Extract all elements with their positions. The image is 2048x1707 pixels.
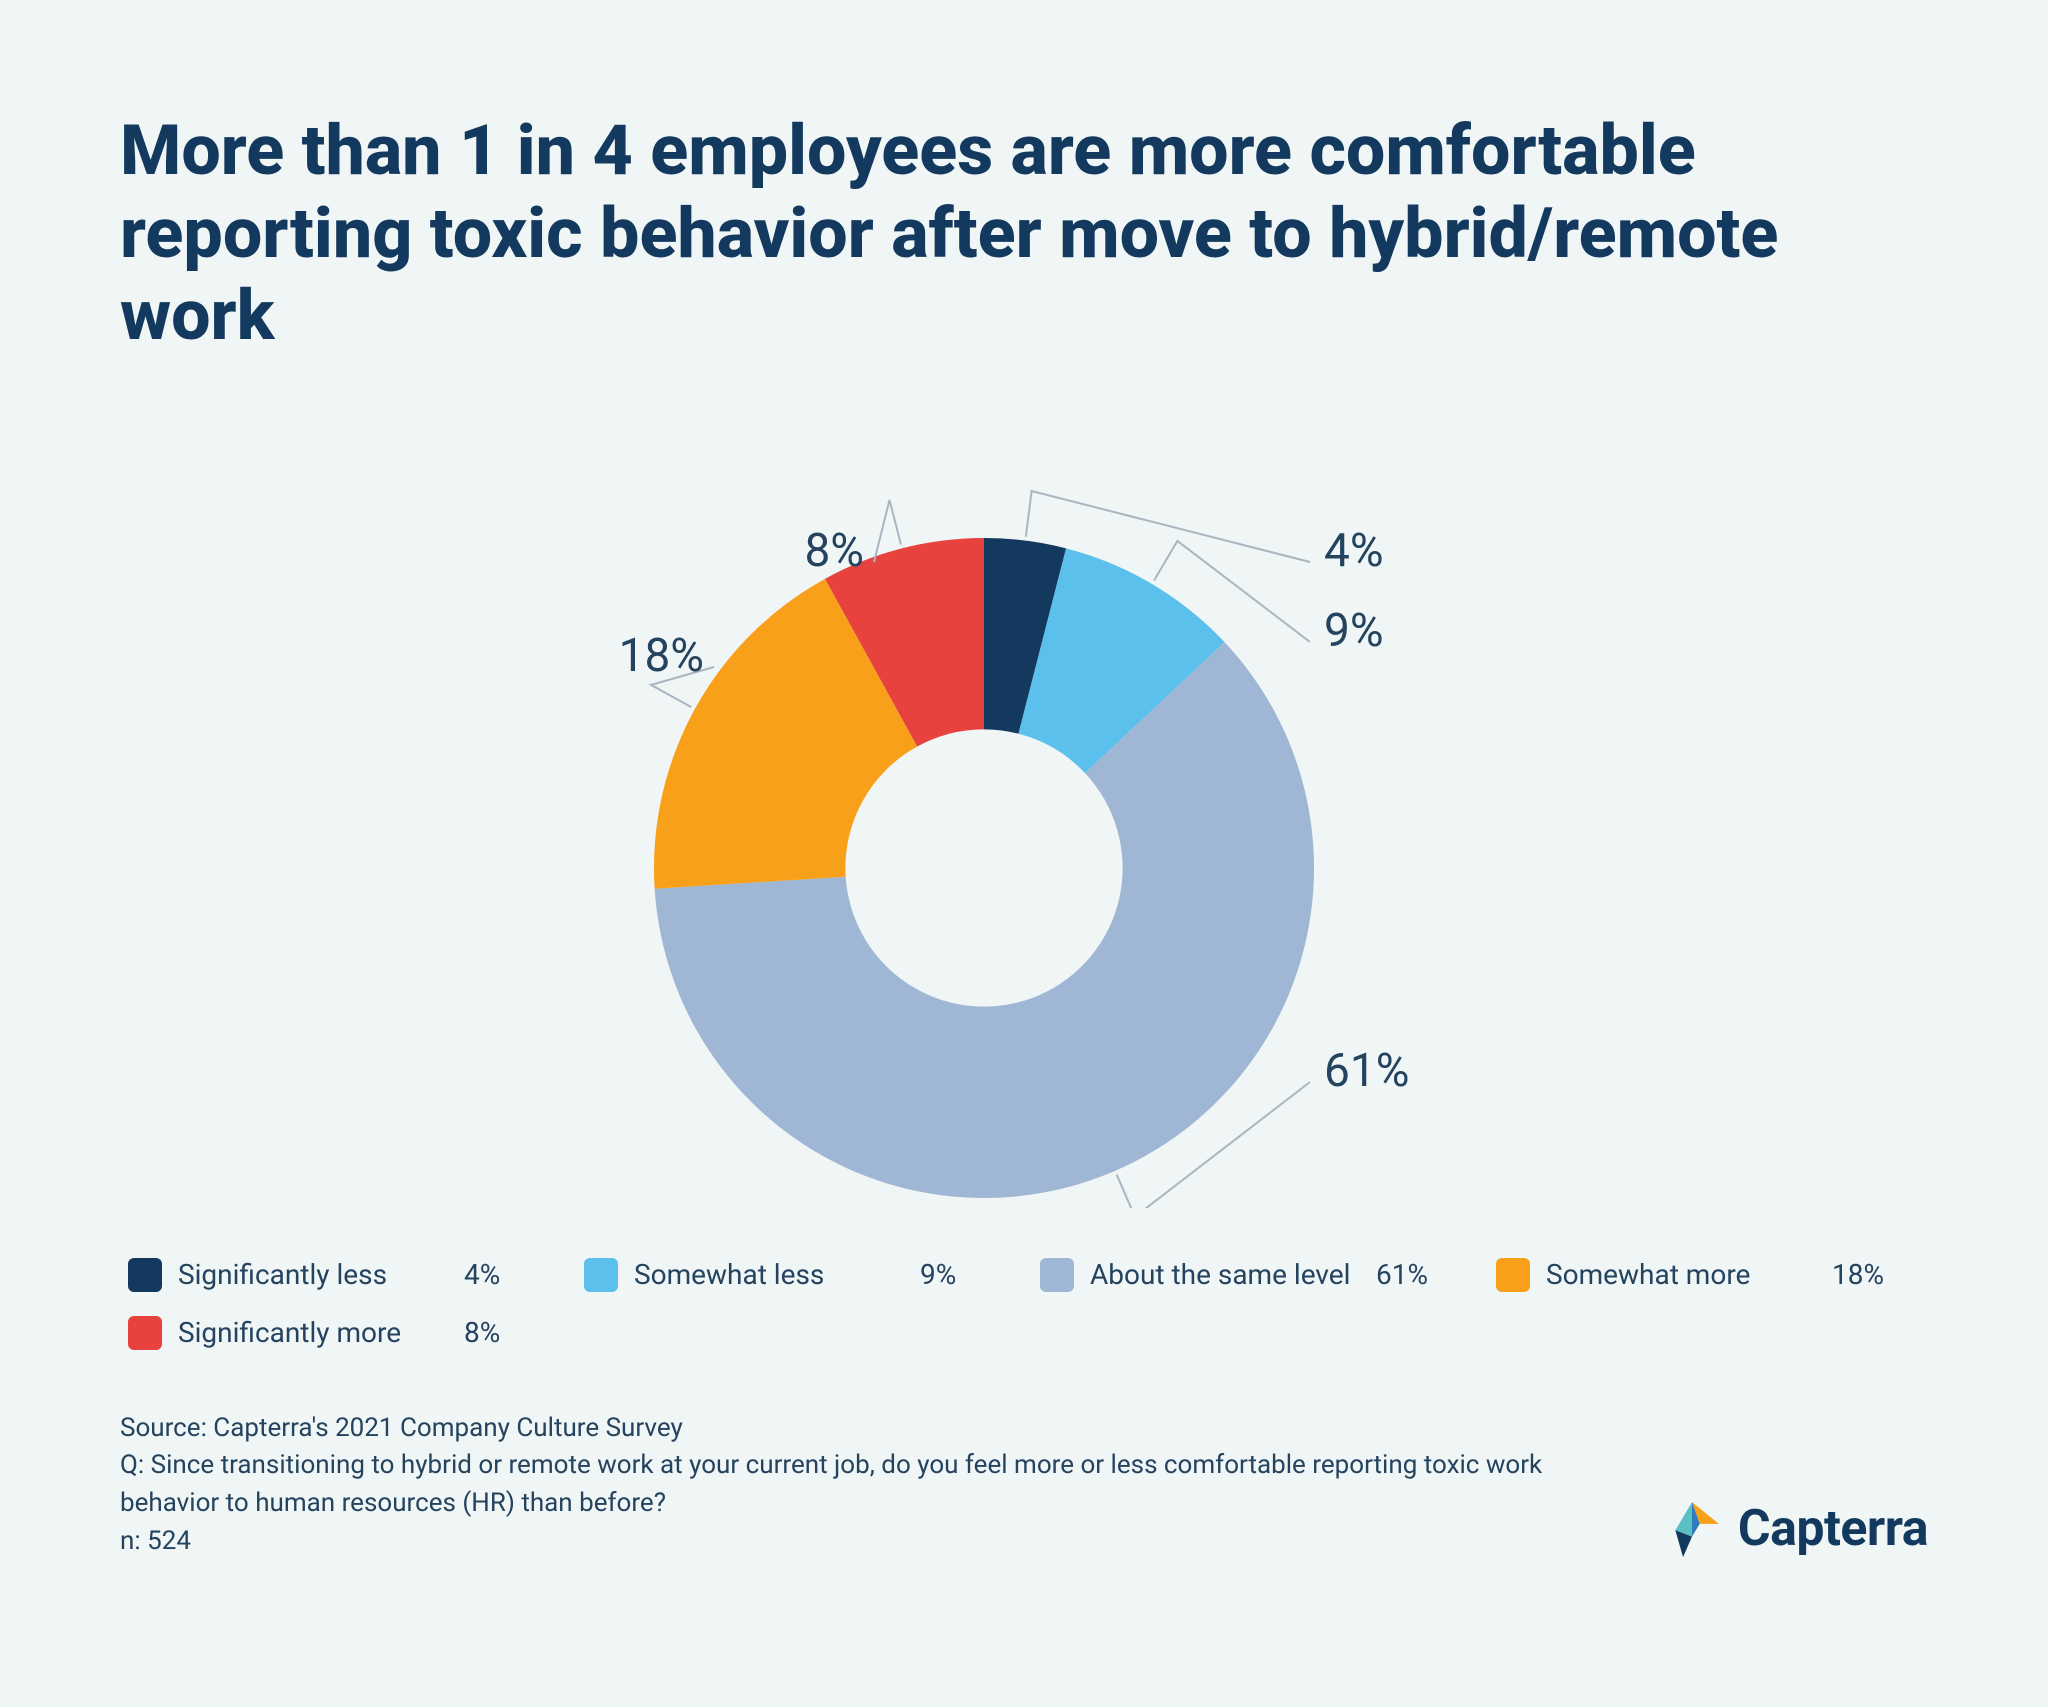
donut-chart: 4% 9% 61% 18% 8% (424, 428, 1624, 1208)
footer: Source: Capterra's 2021 Company Culture … (120, 1410, 1928, 1561)
legend-item-some_more: Somewhat more 18% (1496, 1258, 1896, 1292)
brand-name: Capterra (1738, 1500, 1928, 1558)
legend-swatch-some_less (584, 1258, 618, 1292)
callout-some_more: 18% (619, 629, 704, 683)
legend-pct-some_more: 18% (1832, 1258, 1896, 1291)
legend-swatch-sig_more (128, 1316, 162, 1350)
legend-item-sig_more: Significantly more 8% (128, 1316, 528, 1350)
legend-label-some_more: Somewhat more (1546, 1258, 1816, 1291)
source-line-1: Source: Capterra's 2021 Company Culture … (120, 1410, 1600, 1448)
callout-same: 61% (1324, 1044, 1409, 1098)
callout-sig_less: 4% (1324, 524, 1384, 578)
legend-label-same: About the same level (1090, 1258, 1360, 1291)
donut-chart-container: 4% 9% 61% 18% 8% (120, 428, 1928, 1208)
legend-swatch-sig_less (128, 1258, 162, 1292)
source-line-3: n: 524 (120, 1523, 1600, 1561)
legend-label-sig_less: Significantly less (178, 1258, 448, 1291)
source-line-2: Q: Since transitioning to hybrid or remo… (120, 1447, 1600, 1522)
brand-logo: Capterra (1660, 1497, 1928, 1561)
legend-pct-sig_less: 4% (464, 1258, 528, 1291)
legend-item-some_less: Somewhat less 9% (584, 1258, 984, 1292)
legend-item-same: About the same level 61% (1040, 1258, 1440, 1292)
callout-some_less: 9% (1324, 604, 1384, 658)
chart-title: More than 1 in 4 employees are more comf… (120, 110, 1870, 358)
legend-label-sig_more: Significantly more (178, 1316, 448, 1349)
legend-label-some_less: Somewhat less (634, 1258, 904, 1291)
callout-sig_more: 8% (804, 524, 864, 578)
legend-swatch-some_more (1496, 1258, 1530, 1292)
legend-swatch-same (1040, 1258, 1074, 1292)
legend-pct-same: 61% (1376, 1258, 1440, 1291)
legend: Significantly less 4% Somewhat less 9% About… (120, 1258, 1928, 1350)
legend-pct-sig_more: 8% (464, 1316, 528, 1349)
capterra-arrow-icon (1660, 1497, 1724, 1561)
source-block: Source: Capterra's 2021 Company Culture … (120, 1410, 1600, 1561)
legend-pct-some_less: 9% (920, 1258, 984, 1291)
legend-item-sig_less: Significantly less 4% (128, 1258, 528, 1292)
